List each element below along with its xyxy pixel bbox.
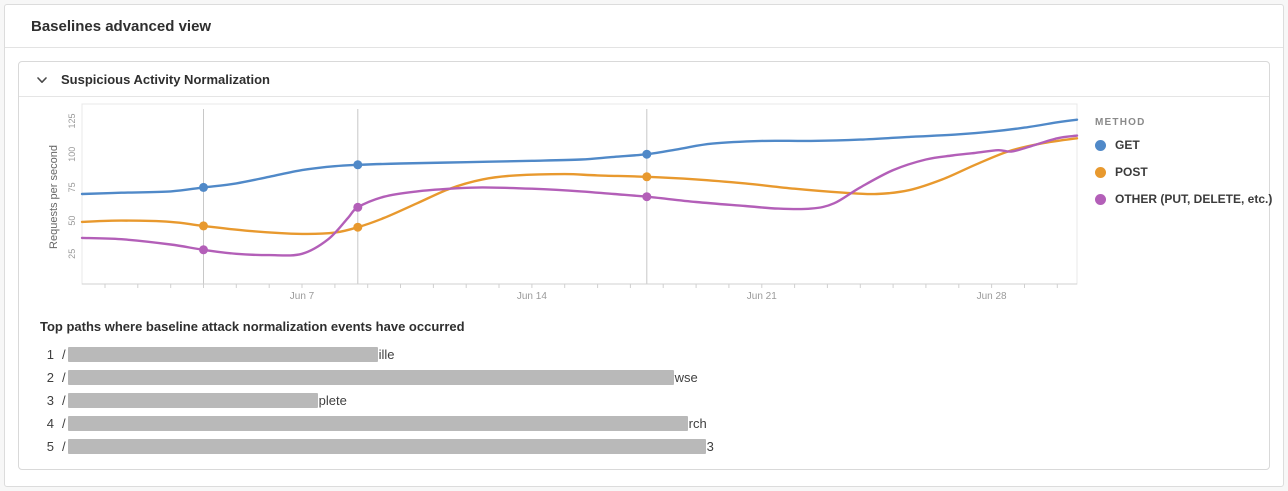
- paths-list: 1 / ille 2 / wse 3 / plete 4 / rch 5 / 3: [40, 343, 1269, 458]
- svg-text:Jun 28: Jun 28: [977, 291, 1007, 302]
- legend-item[interactable]: OTHER (PUT, DELETE, etc.): [1095, 192, 1272, 206]
- path-prefix: /: [62, 370, 66, 385]
- path-suffix: plete: [318, 393, 347, 408]
- path-rank: 5: [46, 439, 54, 454]
- legend-label: POST: [1115, 165, 1148, 179]
- path-rank: 3: [46, 393, 54, 408]
- redacted-path-bar: [67, 370, 674, 385]
- legend-dot-icon: [1095, 166, 1106, 178]
- svg-text:25: 25: [67, 249, 77, 259]
- path-prefix: /: [62, 416, 66, 431]
- event-marker[interactable]: [199, 221, 208, 231]
- panel-header[interactable]: Suspicious Activity Normalization: [19, 62, 1269, 97]
- svg-text:125: 125: [67, 113, 77, 128]
- path-suffix: rch: [688, 416, 707, 431]
- event-marker[interactable]: [199, 182, 208, 192]
- path-prefix: /: [62, 393, 66, 408]
- path-suffix: wse: [674, 370, 698, 385]
- plot-frame: [81, 103, 1078, 285]
- paths-heading: Top paths where baseline attack normaliz…: [40, 319, 465, 334]
- card-header: Baselines advanced view: [5, 5, 1283, 48]
- path-row: 4 / rch: [40, 412, 1269, 435]
- redacted-path-bar: [67, 347, 378, 362]
- svg-text:Jun 21: Jun 21: [747, 291, 777, 302]
- series-line-0: [80, 118, 1079, 196]
- redacted-path-bar: [67, 416, 688, 431]
- event-marker[interactable]: [353, 202, 363, 212]
- path-prefix: /: [62, 347, 66, 362]
- path-rank: 4: [46, 416, 54, 431]
- chart-legend: METHOD GET POST OTHER (PUT, DELETE, etc.): [1095, 117, 1272, 219]
- x-axis-labels: Jun 7 Jun 14 Jun 21 Jun 28: [290, 291, 1007, 302]
- svg-text:50: 50: [67, 216, 77, 226]
- path-rank: 1: [46, 347, 54, 362]
- path-row: 2 / wse: [40, 366, 1269, 389]
- svg-text:75: 75: [67, 182, 77, 192]
- series-line-1: [80, 137, 1079, 236]
- legend-title: METHOD: [1095, 117, 1146, 128]
- event-marker[interactable]: [642, 149, 652, 159]
- redacted-path-bar: [67, 439, 706, 454]
- path-suffix: 3: [706, 439, 714, 454]
- legend-label: GET: [1115, 138, 1140, 152]
- event-marker[interactable]: [199, 245, 208, 255]
- top-paths-section: Top paths where baseline attack normaliz…: [19, 307, 1269, 458]
- path-row: 3 / plete: [40, 389, 1269, 412]
- page-title: Baselines advanced view: [31, 18, 212, 35]
- redacted-path-bar: [67, 393, 318, 408]
- legend-label: OTHER (PUT, DELETE, etc.): [1115, 192, 1273, 206]
- path-rank: 2: [46, 370, 54, 385]
- path-prefix: /: [62, 439, 66, 454]
- chevron-down-icon[interactable]: [35, 73, 49, 87]
- svg-text:100: 100: [67, 147, 77, 162]
- baselines-card: Baselines advanced view Suspicious Activ…: [4, 4, 1284, 487]
- path-suffix: ille: [378, 347, 395, 362]
- requests-chart[interactable]: Jun 7 Jun 14 Jun 21 Jun 28 25 50 75 100 125 Reque…: [19, 101, 1081, 307]
- event-marker[interactable]: [353, 222, 363, 232]
- legend-items: GET POST OTHER (PUT, DELETE, etc.): [1095, 138, 1272, 206]
- path-row: 1 / ille: [40, 343, 1269, 366]
- legend-dot-icon: [1095, 139, 1106, 151]
- legend-item[interactable]: POST: [1095, 165, 1272, 179]
- y-axis-tick-labels: 25 50 75 100 125: [67, 113, 77, 258]
- svg-text:Jun 7: Jun 7: [290, 291, 315, 302]
- event-marker[interactable]: [642, 192, 652, 202]
- legend-item[interactable]: GET: [1095, 138, 1272, 152]
- path-row: 5 / 3: [40, 435, 1269, 458]
- series-line-2: [80, 134, 1079, 257]
- panel-title: Suspicious Activity Normalization: [61, 72, 271, 87]
- event-marker[interactable]: [642, 172, 652, 182]
- y-axis-title: Requests per second: [48, 145, 60, 249]
- chart-section: Jun 7 Jun 14 Jun 21 Jun 28 25 50 75 100 125 Reque…: [19, 97, 1272, 307]
- svg-text:Jun 14: Jun 14: [517, 291, 547, 302]
- event-marker[interactable]: [353, 160, 363, 170]
- legend-dot-icon: [1095, 193, 1106, 205]
